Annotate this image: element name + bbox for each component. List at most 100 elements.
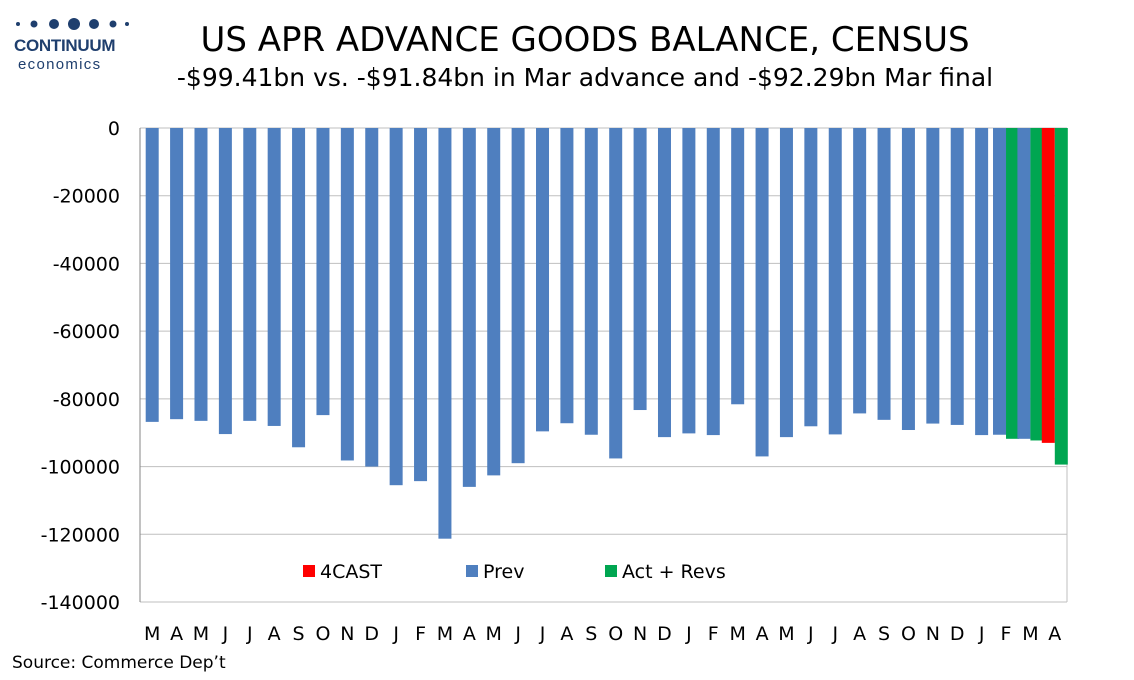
bar-prev bbox=[243, 128, 257, 421]
bar-prev bbox=[609, 128, 623, 459]
x-tick-label: S bbox=[878, 623, 890, 645]
x-tick-label: A bbox=[560, 623, 573, 645]
bar-prev bbox=[170, 128, 184, 420]
legend-swatch bbox=[303, 565, 315, 577]
bar-prev bbox=[975, 128, 989, 436]
x-tick-label: F bbox=[415, 623, 426, 645]
bar-prev bbox=[779, 128, 793, 438]
legend-swatch bbox=[605, 565, 617, 577]
x-tick-label: O bbox=[315, 623, 330, 645]
bar-prev bbox=[804, 128, 818, 427]
bar-prev bbox=[487, 128, 501, 476]
x-tick-label: M bbox=[778, 623, 794, 645]
x-tick-label: M bbox=[193, 623, 209, 645]
y-tick-label: 0 bbox=[108, 118, 120, 140]
x-tick-label: D bbox=[950, 623, 965, 645]
x-tick-label: J bbox=[685, 623, 692, 645]
bar-act bbox=[1030, 128, 1044, 441]
bar-prev bbox=[657, 128, 671, 438]
x-tick-label: A bbox=[170, 623, 183, 645]
y-tick-label: -60000 bbox=[53, 321, 120, 343]
bar-prev bbox=[828, 128, 842, 435]
bar-fcast bbox=[1041, 128, 1055, 443]
x-tick-label: D bbox=[657, 623, 672, 645]
x-tick-label: A bbox=[463, 623, 476, 645]
bar-prev bbox=[194, 128, 208, 421]
bar-prev bbox=[1017, 128, 1031, 439]
bar-prev bbox=[560, 128, 574, 424]
x-tick-label: O bbox=[901, 623, 916, 645]
bar-act bbox=[1006, 128, 1020, 439]
bar-prev bbox=[389, 128, 403, 486]
source-note: Source: Commerce Dep’t bbox=[12, 653, 226, 673]
bar-prev bbox=[145, 128, 159, 422]
x-tick-label: A bbox=[853, 623, 866, 645]
y-tick-label: -80000 bbox=[53, 389, 120, 411]
x-tick-label: M bbox=[144, 623, 160, 645]
x-tick-label: J bbox=[514, 623, 521, 645]
x-tick-label: M bbox=[729, 623, 745, 645]
x-tick-label: M bbox=[486, 623, 502, 645]
bar-prev bbox=[316, 128, 330, 416]
y-tick-label: -20000 bbox=[53, 186, 120, 208]
x-tick-label: J bbox=[539, 623, 546, 645]
x-tick-label: N bbox=[340, 623, 354, 645]
bar-prev bbox=[706, 128, 720, 436]
x-tick-label: S bbox=[293, 623, 305, 645]
logo-dots-icon bbox=[16, 18, 129, 30]
chart-subtitle: -$99.41bn vs. -$91.84bn in Mar advance a… bbox=[176, 63, 994, 92]
legend-swatch bbox=[466, 565, 478, 577]
bar-prev bbox=[438, 128, 452, 539]
x-tick-label: A bbox=[756, 623, 769, 645]
legend-label: Act + Revs bbox=[622, 561, 726, 583]
legend-label: 4CAST bbox=[320, 561, 382, 583]
bar-prev bbox=[365, 128, 379, 467]
bar-prev bbox=[633, 128, 647, 411]
bar-prev bbox=[682, 128, 696, 434]
x-tick-label: S bbox=[585, 623, 597, 645]
bar-prev bbox=[755, 128, 769, 457]
bar-prev bbox=[218, 128, 232, 435]
x-tick-label: O bbox=[608, 623, 623, 645]
bar-prev bbox=[340, 128, 354, 461]
bar-prev bbox=[292, 128, 306, 448]
x-tick-label: N bbox=[926, 623, 940, 645]
bar-prev bbox=[993, 128, 1007, 435]
y-tick-label: -140000 bbox=[41, 592, 120, 614]
x-tick-label: J bbox=[392, 623, 399, 645]
bar-prev bbox=[584, 128, 598, 435]
x-tick-label: N bbox=[633, 623, 647, 645]
x-tick-label: D bbox=[364, 623, 379, 645]
x-tick-label: J bbox=[807, 623, 814, 645]
x-tick-label: J bbox=[978, 623, 985, 645]
bar-prev bbox=[877, 128, 891, 420]
x-tick-label: J bbox=[831, 623, 838, 645]
x-tick-label: J bbox=[222, 623, 229, 645]
x-tick-label: J bbox=[246, 623, 253, 645]
x-tick-label: M bbox=[437, 623, 453, 645]
bar-prev bbox=[267, 128, 281, 426]
continuum-economics-logo: CONTINUUM economics bbox=[10, 14, 134, 73]
x-tick-label: A bbox=[268, 623, 281, 645]
logo-brand: CONTINUUM bbox=[14, 36, 116, 55]
x-tick-label: A bbox=[1048, 623, 1061, 645]
y-tick-label: -120000 bbox=[41, 524, 120, 546]
bar-prev bbox=[731, 128, 745, 405]
bar-prev bbox=[462, 128, 476, 487]
bar-act bbox=[1054, 128, 1068, 465]
bar-prev bbox=[536, 128, 550, 432]
legend-label: Prev bbox=[483, 561, 524, 583]
chart-title: US APR ADVANCE GOODS BALANCE, CENSUS bbox=[200, 20, 970, 60]
x-tick-label: F bbox=[708, 623, 719, 645]
bar-prev bbox=[853, 128, 867, 414]
x-tick-label: M bbox=[1022, 623, 1038, 645]
bar-prev bbox=[926, 128, 940, 424]
bar-prev bbox=[901, 128, 915, 431]
y-tick-label: -100000 bbox=[41, 457, 120, 479]
x-tick-label: F bbox=[1001, 623, 1012, 645]
logo-sub: economics bbox=[18, 56, 102, 73]
bar-prev bbox=[511, 128, 525, 464]
bar-prev bbox=[950, 128, 964, 425]
y-tick-label: -40000 bbox=[53, 253, 120, 275]
